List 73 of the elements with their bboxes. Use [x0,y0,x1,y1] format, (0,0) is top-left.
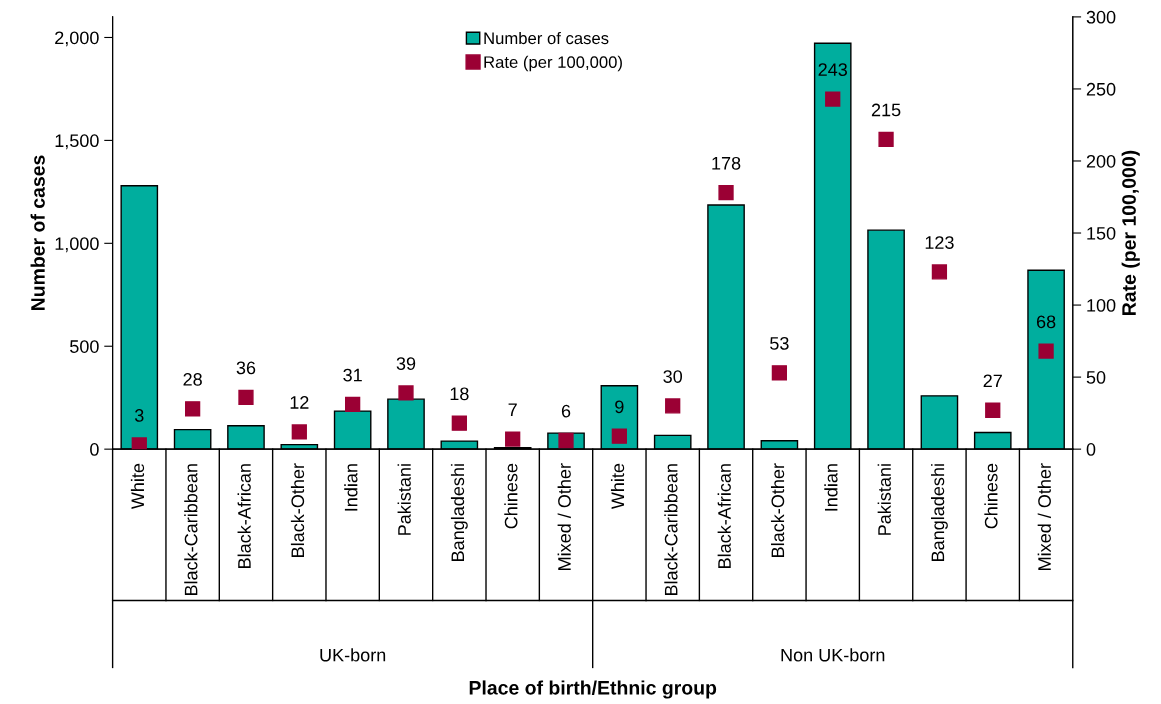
data-label: 18 [450,387,469,401]
data-label: 39 [396,357,416,370]
y2-tick-label: 250 [1086,82,1116,96]
data-label: 27 [983,374,1002,388]
data-label: 31 [343,368,362,382]
point [771,365,788,381]
data-label: 12 [290,396,309,409]
point [718,185,734,201]
x-tick-label: Mixed / Other [1037,463,1051,570]
x-tick-label: Black-African [717,464,731,568]
y-tick-label: 2,000 [55,31,99,47]
point [825,91,841,107]
data-label: 243 [818,63,847,77]
x-tick-label: Pakistani [877,464,891,535]
data-label: 9 [615,400,624,414]
data-label: 7 [508,403,517,416]
data-label: 53 [770,336,789,350]
x-tick-label: Bangladeshi [930,464,948,561]
data-label: 123 [925,236,954,249]
point [238,389,254,405]
y2-axis-title: Rate (per 100,000) [1121,150,1140,315]
point [665,398,681,414]
y2-tick-label: 150 [1087,226,1116,240]
x-tick-label: Chinese [504,463,518,529]
x-tick-label: Pakistani [397,464,411,535]
y-tick-label: 0 [90,443,99,456]
data-label: 68 [1036,315,1056,329]
data-label: 178 [712,156,741,170]
data-label: 3 [134,409,144,422]
y2-tick-label: 200 [1086,154,1116,168]
x-axis-title: Place of birth/Ethnic group [469,680,717,699]
data-label: 28 [183,373,202,386]
y2-tick-label: 100 [1087,299,1116,312]
x-tick-label: White [130,463,145,510]
x-tick-label: Black-Other [770,463,785,557]
point [558,432,574,449]
data-label: 36 [236,361,256,375]
text: Non UK-born [781,648,885,662]
x-tick-label: Indian [344,464,358,511]
x-tick-label: Black-African [237,464,251,568]
y2-tick-label: 300 [1086,10,1116,24]
point [1038,343,1054,359]
x-tick-label: Black-Caribbean [184,464,198,596]
x-tick-label: White [610,463,625,510]
legend-label: Rate (per 100,000) [484,55,622,72]
data-label: 215 [871,103,901,117]
legend-label: Number of cases [484,31,609,45]
point [611,428,628,444]
x-tick-label: Black-Caribbean [664,464,678,596]
x-tick-label: Bangladeshi [450,464,468,561]
data-label: 30 [663,370,683,383]
point [131,437,147,450]
y-tick-label: 1,000 [55,237,99,253]
point [184,401,201,417]
point [345,396,361,413]
y-tick-label: 500 [70,340,99,353]
point [291,424,307,440]
point [398,385,414,401]
y-axis-title: Number of cases [30,155,45,311]
data-label: 6 [561,404,571,418]
x-tick-label: Black-Other [290,463,305,557]
point [505,431,521,447]
x-tick-label: Chinese [984,463,998,529]
point [985,402,1001,418]
x-tick-label: Indian [824,464,838,511]
y2-tick-label: 50 [1086,371,1106,384]
x-tick-label: Mixed / Other [557,463,571,570]
point [878,131,894,148]
point [451,415,467,431]
y-tick-label: 1,500 [55,134,99,150]
y2-tick-label: 0 [1086,443,1096,456]
text: UK-born [320,648,386,662]
point [931,264,948,280]
